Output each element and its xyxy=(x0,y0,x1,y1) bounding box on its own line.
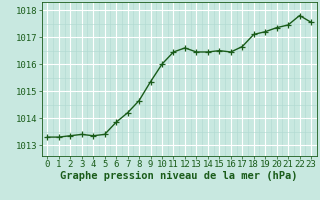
X-axis label: Graphe pression niveau de la mer (hPa): Graphe pression niveau de la mer (hPa) xyxy=(60,171,298,181)
